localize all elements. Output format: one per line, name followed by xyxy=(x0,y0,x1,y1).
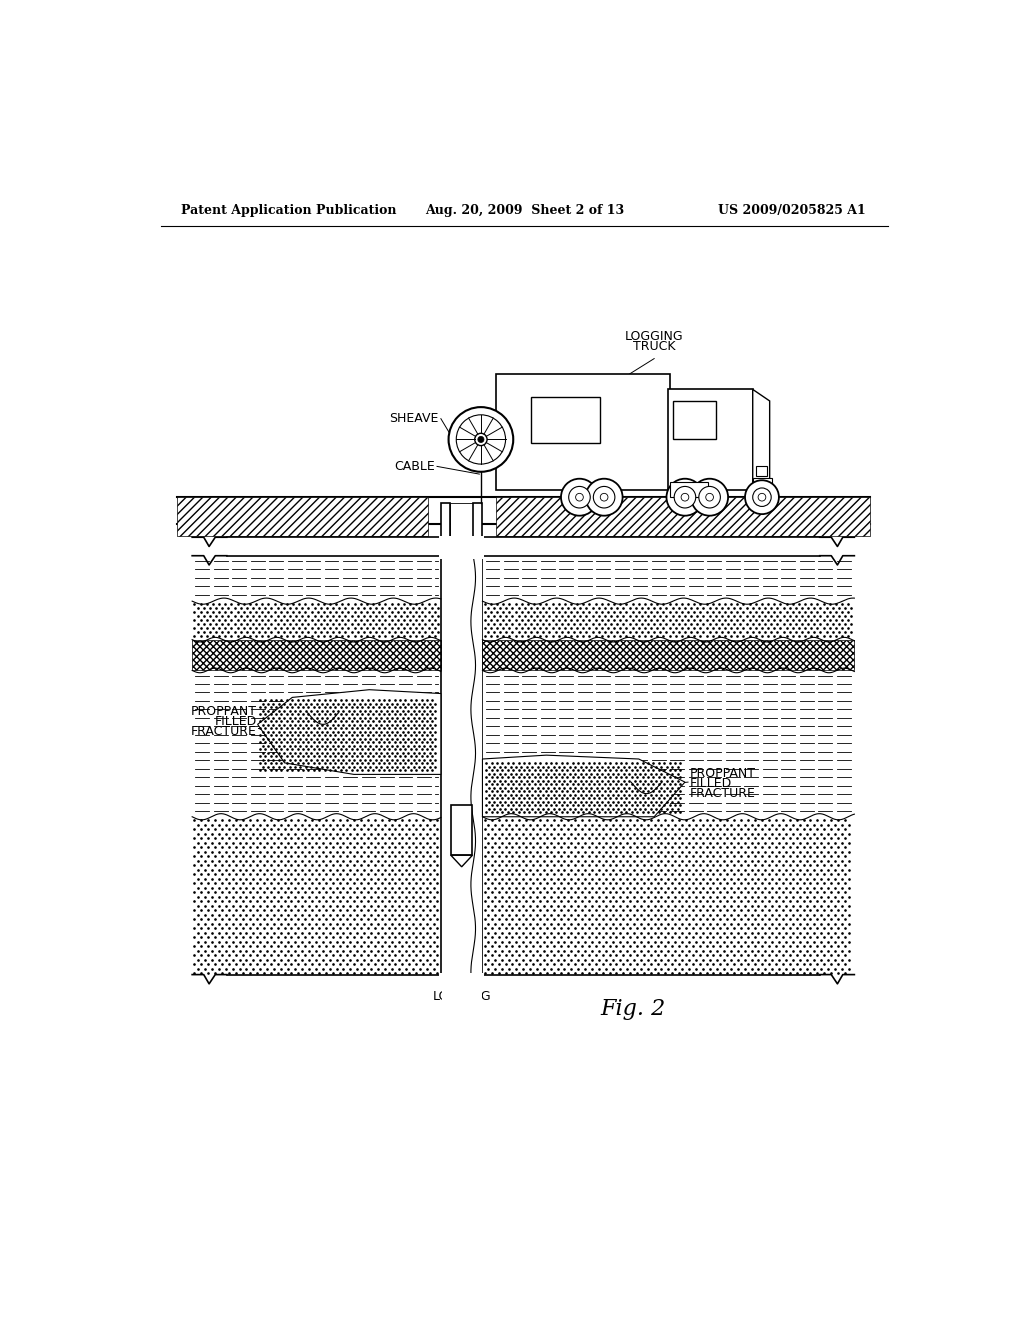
Bar xyxy=(753,478,772,494)
Bar xyxy=(497,374,670,490)
Circle shape xyxy=(475,433,487,446)
Circle shape xyxy=(575,494,584,502)
Bar xyxy=(451,805,472,855)
Text: PROPPANT: PROPPANT xyxy=(689,767,756,780)
Bar xyxy=(496,498,869,536)
Text: FILLED: FILLED xyxy=(215,715,257,729)
Bar xyxy=(439,973,484,978)
Bar xyxy=(439,536,484,558)
Circle shape xyxy=(568,487,590,508)
Text: FILLED: FILLED xyxy=(689,776,732,789)
Text: US 2009/0205825 A1: US 2009/0205825 A1 xyxy=(718,205,866,218)
Bar xyxy=(451,503,473,537)
Text: FRACTURE: FRACTURE xyxy=(689,787,756,800)
Polygon shape xyxy=(451,855,472,867)
Circle shape xyxy=(681,494,689,502)
Circle shape xyxy=(561,479,598,516)
Circle shape xyxy=(745,480,779,515)
Bar xyxy=(473,503,482,537)
Text: PROPPANT: PROPPANT xyxy=(190,705,257,718)
Bar xyxy=(670,482,708,498)
Text: SHEAVE: SHEAVE xyxy=(389,412,438,425)
Bar xyxy=(756,466,767,475)
Text: CABLE: CABLE xyxy=(394,459,435,473)
Circle shape xyxy=(600,494,608,502)
Circle shape xyxy=(691,479,728,516)
Circle shape xyxy=(593,487,614,508)
Text: LOGGING: LOGGING xyxy=(432,990,490,1003)
Circle shape xyxy=(674,487,695,508)
Bar xyxy=(674,401,716,440)
Text: Aug. 20, 2009  Sheet 2 of 13: Aug. 20, 2009 Sheet 2 of 13 xyxy=(425,205,625,218)
Text: LOGGING: LOGGING xyxy=(625,330,683,343)
Text: Fig. 2: Fig. 2 xyxy=(600,998,666,1020)
Bar xyxy=(482,640,854,671)
Bar xyxy=(531,397,600,444)
Bar xyxy=(193,640,441,671)
Bar xyxy=(441,554,481,1320)
Circle shape xyxy=(753,488,771,507)
Circle shape xyxy=(586,479,623,516)
Text: FRACTURE: FRACTURE xyxy=(190,725,257,738)
Text: Patent Application Publication: Patent Application Publication xyxy=(180,205,396,218)
Text: TRUCK: TRUCK xyxy=(633,341,676,354)
Bar xyxy=(668,389,753,490)
Bar xyxy=(441,503,451,537)
Circle shape xyxy=(706,494,714,502)
Polygon shape xyxy=(258,689,441,775)
Circle shape xyxy=(478,437,484,442)
Polygon shape xyxy=(482,755,685,817)
Circle shape xyxy=(449,407,513,471)
Text: TOOL: TOOL xyxy=(444,1001,479,1012)
Polygon shape xyxy=(753,389,770,490)
Circle shape xyxy=(758,494,766,502)
Circle shape xyxy=(667,479,703,516)
Circle shape xyxy=(698,487,720,508)
Bar xyxy=(177,498,428,536)
